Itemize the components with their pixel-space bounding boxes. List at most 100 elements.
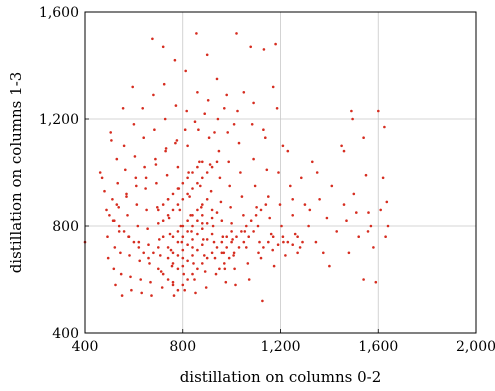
data-point: [229, 206, 232, 209]
data-point: [181, 264, 185, 268]
data-point: [205, 53, 209, 57]
x-axis-label: distillation on columns 0-2: [180, 368, 382, 386]
data-point: [113, 246, 117, 249]
data-point: [205, 222, 209, 225]
data-point: [117, 206, 120, 209]
data-point: [231, 238, 234, 241]
data-point: [205, 171, 209, 174]
data-point: [232, 254, 235, 257]
data-point: [215, 211, 219, 214]
data-point: [166, 198, 170, 201]
data-point: [147, 256, 150, 260]
data-point: [198, 160, 201, 164]
data-point: [264, 203, 268, 206]
data-point: [255, 206, 258, 209]
data-point: [276, 243, 280, 246]
data-point: [203, 112, 206, 115]
data-point: [296, 251, 299, 255]
data-point: [372, 246, 375, 249]
data-point: [284, 254, 287, 257]
data-point: [362, 136, 365, 139]
data-point: [247, 235, 250, 238]
data-point: [183, 288, 186, 292]
data-point: [213, 256, 217, 260]
data-point: [385, 200, 389, 204]
data-point: [181, 224, 185, 228]
data-point: [181, 235, 185, 238]
data-point: [237, 246, 241, 249]
data-point: [133, 155, 137, 158]
data-point: [176, 288, 180, 292]
data-point: [203, 270, 207, 273]
data-point: [157, 246, 160, 249]
data-point: [125, 195, 128, 198]
data-point: [275, 107, 279, 110]
data-point: [262, 128, 265, 131]
data-point: [286, 240, 290, 244]
data-point: [205, 198, 209, 201]
data-point: [163, 117, 167, 121]
data-point: [186, 192, 189, 196]
data-point: [196, 208, 199, 212]
data-point: [291, 214, 295, 217]
data-point: [215, 77, 219, 81]
data-point: [267, 240, 270, 244]
data-point: [213, 131, 216, 134]
data-point: [134, 176, 138, 180]
data-point: [191, 246, 194, 249]
data-point: [119, 251, 122, 255]
data-point: [201, 243, 204, 246]
data-point: [226, 131, 229, 134]
data-point: [383, 125, 386, 129]
data-point: [210, 232, 214, 236]
data-point: [171, 208, 175, 212]
data-point: [243, 230, 247, 233]
data-point: [220, 240, 224, 244]
data-point: [106, 256, 110, 260]
data-point: [262, 246, 265, 249]
data-point: [386, 224, 390, 228]
data-point: [121, 107, 125, 110]
data-point: [259, 256, 263, 260]
data-point: [328, 264, 331, 268]
data-point: [108, 214, 111, 217]
data-point: [171, 280, 175, 284]
data-point: [232, 251, 236, 255]
data-point: [152, 93, 155, 97]
data-point: [298, 246, 302, 249]
data-point: [271, 235, 275, 238]
data-point: [204, 286, 208, 289]
data-point: [129, 275, 132, 279]
data-point: [196, 248, 199, 252]
data-point: [225, 235, 228, 238]
data-point: [200, 206, 203, 209]
data-point: [176, 240, 180, 244]
data-point: [146, 227, 149, 230]
data-point: [157, 267, 160, 271]
data-point: [122, 230, 126, 233]
data-point: [98, 171, 102, 174]
data-point: [289, 184, 292, 188]
data-point: [138, 259, 141, 263]
data-point: [105, 208, 108, 212]
data-point: [130, 288, 133, 292]
data-point: [269, 232, 273, 236]
data-point: [194, 291, 197, 295]
data-point: [254, 214, 258, 217]
data-point: [176, 230, 180, 233]
data-point: [183, 128, 187, 131]
data-point: [191, 171, 194, 174]
data-point: [210, 208, 214, 212]
data-point: [151, 37, 154, 41]
data-point: [242, 240, 246, 244]
data-point: [190, 230, 193, 233]
data-point: [230, 222, 233, 225]
data-point: [161, 203, 165, 206]
scatter-points: [83, 32, 390, 303]
data-point: [125, 192, 128, 196]
data-point: [171, 235, 175, 238]
data-point: [258, 240, 261, 244]
data-point: [171, 283, 175, 287]
data-point: [187, 171, 190, 174]
data-point: [186, 243, 189, 246]
